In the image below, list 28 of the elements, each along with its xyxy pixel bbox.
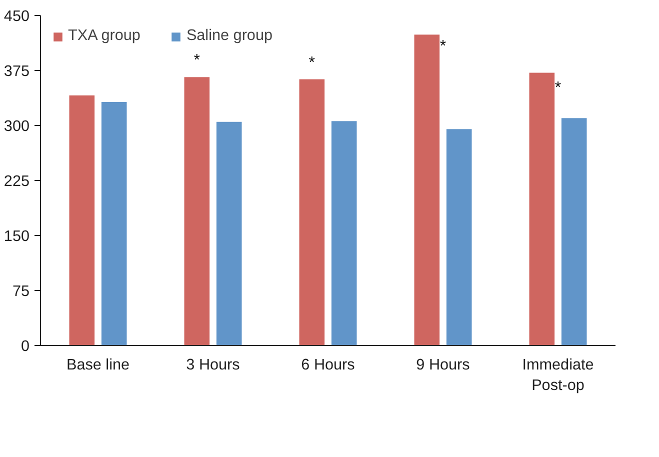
legend-label: TXA group bbox=[68, 27, 140, 45]
y-tick-label: 375 bbox=[4, 63, 30, 80]
y-tick-label: 75 bbox=[12, 283, 30, 300]
bar bbox=[446, 129, 472, 346]
bar bbox=[529, 72, 555, 346]
annotation: * bbox=[554, 80, 562, 97]
bar bbox=[184, 77, 210, 346]
x-tick-label: Base line bbox=[66, 356, 130, 374]
annotation: * bbox=[308, 54, 316, 72]
legend-label: Saline group bbox=[186, 27, 273, 45]
annotation: * bbox=[440, 38, 446, 55]
x-tick-label: 6 Hours bbox=[301, 356, 356, 374]
x-tick-label: Immediate Post-op bbox=[522, 356, 594, 394]
x-tick-label: 3 Hours bbox=[186, 356, 240, 374]
bar bbox=[331, 121, 357, 346]
bar bbox=[101, 102, 127, 346]
y-tick-label: 150 bbox=[4, 228, 30, 245]
y-tick-label: 300 bbox=[4, 118, 30, 135]
y-tick-label: 450 bbox=[4, 8, 30, 25]
y-tick-label: 0 bbox=[20, 338, 30, 355]
bar bbox=[69, 95, 95, 346]
annotation: * bbox=[194, 52, 200, 70]
bar bbox=[561, 118, 587, 346]
bar bbox=[299, 79, 325, 346]
y-tick-label: 225 bbox=[4, 173, 30, 190]
bar bbox=[414, 34, 440, 346]
bar bbox=[216, 122, 242, 346]
x-tick-label: 9 Hours bbox=[416, 356, 470, 374]
